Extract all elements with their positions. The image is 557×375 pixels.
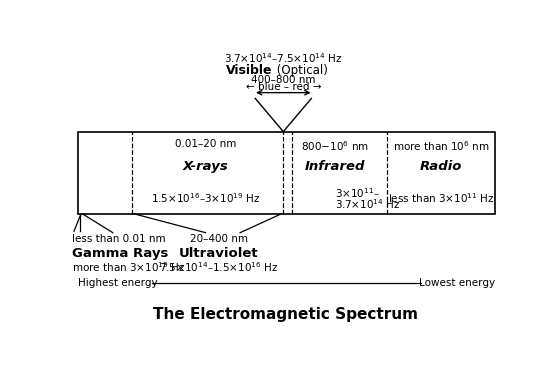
Text: $1.5{\times}10^{16}$–$3{\times}10^{19}$ Hz: $1.5{\times}10^{16}$–$3{\times}10^{19}$ … xyxy=(151,192,260,205)
Text: less than 0.01 nm: less than 0.01 nm xyxy=(72,234,165,244)
Text: The Electromagnetic Spectrum: The Electromagnetic Spectrum xyxy=(153,307,418,322)
Text: Lowest energy: Lowest energy xyxy=(419,278,495,288)
Text: $800{-}10^6$ nm: $800{-}10^6$ nm xyxy=(301,139,369,153)
Text: $3.7{\times}10^{14}$ Hz: $3.7{\times}10^{14}$ Hz xyxy=(335,197,400,211)
Text: Highest energy: Highest energy xyxy=(78,278,158,288)
Text: Gamma Rays: Gamma Rays xyxy=(72,247,168,260)
Text: 20–400 nm: 20–400 nm xyxy=(189,234,247,244)
Text: X-rays: X-rays xyxy=(183,160,228,174)
Text: more than $10^6$ nm: more than $10^6$ nm xyxy=(393,139,489,153)
Text: Radio: Radio xyxy=(419,160,462,174)
Text: $3{\times}10^{11}$–: $3{\times}10^{11}$– xyxy=(335,186,380,200)
Text: Visible: Visible xyxy=(226,64,272,77)
Text: 0.01–20 nm: 0.01–20 nm xyxy=(175,139,236,149)
Text: 400–800 nm: 400–800 nm xyxy=(251,75,316,86)
Text: Ultraviolet: Ultraviolet xyxy=(179,247,258,260)
Text: $3.7{\times}10^{14}$–$7.5{\times}10^{14}$ Hz: $3.7{\times}10^{14}$–$7.5{\times}10^{14}… xyxy=(224,51,343,64)
Text: more than $3{\times}10^{19}$ Hz: more than $3{\times}10^{19}$ Hz xyxy=(72,260,185,274)
Text: less than $3{\times}10^{11}$ Hz: less than $3{\times}10^{11}$ Hz xyxy=(388,192,494,205)
Text: Infrared: Infrared xyxy=(305,160,365,174)
Text: (Optical): (Optical) xyxy=(273,64,328,77)
Text: $7.5{\times}10^{14}$–$1.5{\times}10^{16}$ Hz: $7.5{\times}10^{14}$–$1.5{\times}10^{16}… xyxy=(159,260,278,274)
Text: ← blue – red →: ← blue – red → xyxy=(246,82,321,92)
